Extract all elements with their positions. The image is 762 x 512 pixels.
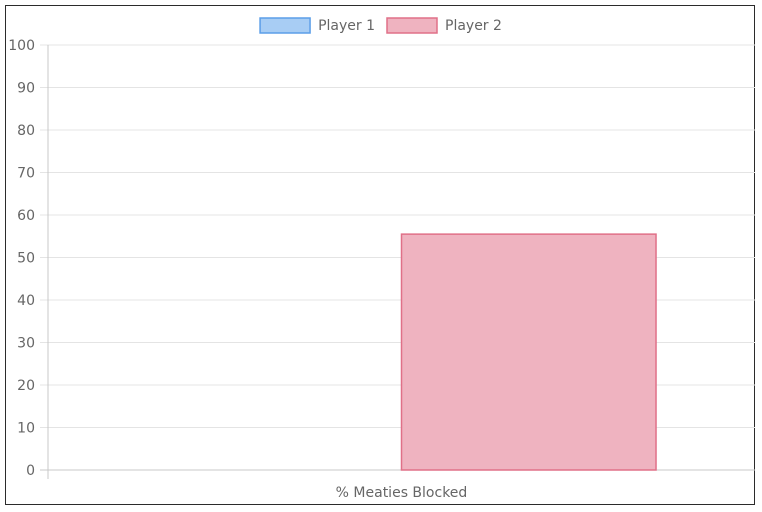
x-axis: % Meaties Blocked bbox=[336, 485, 468, 501]
bar-player-2[interactable] bbox=[400, 233, 657, 471]
y-tick-label: 60 bbox=[17, 208, 35, 224]
legend-swatch bbox=[386, 17, 438, 34]
legend-label: Player 2 bbox=[445, 18, 502, 34]
legend-label: Player 1 bbox=[318, 18, 375, 34]
y-tick-label: 10 bbox=[17, 421, 35, 437]
y-tick-label: 70 bbox=[17, 166, 35, 182]
y-tick-label: 80 bbox=[17, 123, 35, 139]
x-category-label: % Meaties Blocked bbox=[336, 485, 468, 501]
bars bbox=[400, 233, 657, 471]
legend: Player 1 Player 2 bbox=[259, 17, 502, 34]
y-tick-label: 50 bbox=[17, 251, 35, 267]
y-axis: 0 10 20 30 40 50 60 70 80 90 100 bbox=[8, 38, 49, 479]
y-tick-label: 20 bbox=[17, 378, 35, 394]
y-tick-label: 90 bbox=[17, 81, 35, 97]
legend-swatch bbox=[259, 17, 311, 34]
legend-item-player-2[interactable]: Player 2 bbox=[386, 17, 502, 34]
y-tick-label: 100 bbox=[8, 38, 35, 54]
y-tick-label: 0 bbox=[26, 463, 35, 479]
legend-item-player-1[interactable]: Player 1 bbox=[259, 17, 375, 34]
y-tick-label: 30 bbox=[17, 336, 35, 352]
y-tick-label: 40 bbox=[17, 293, 35, 309]
